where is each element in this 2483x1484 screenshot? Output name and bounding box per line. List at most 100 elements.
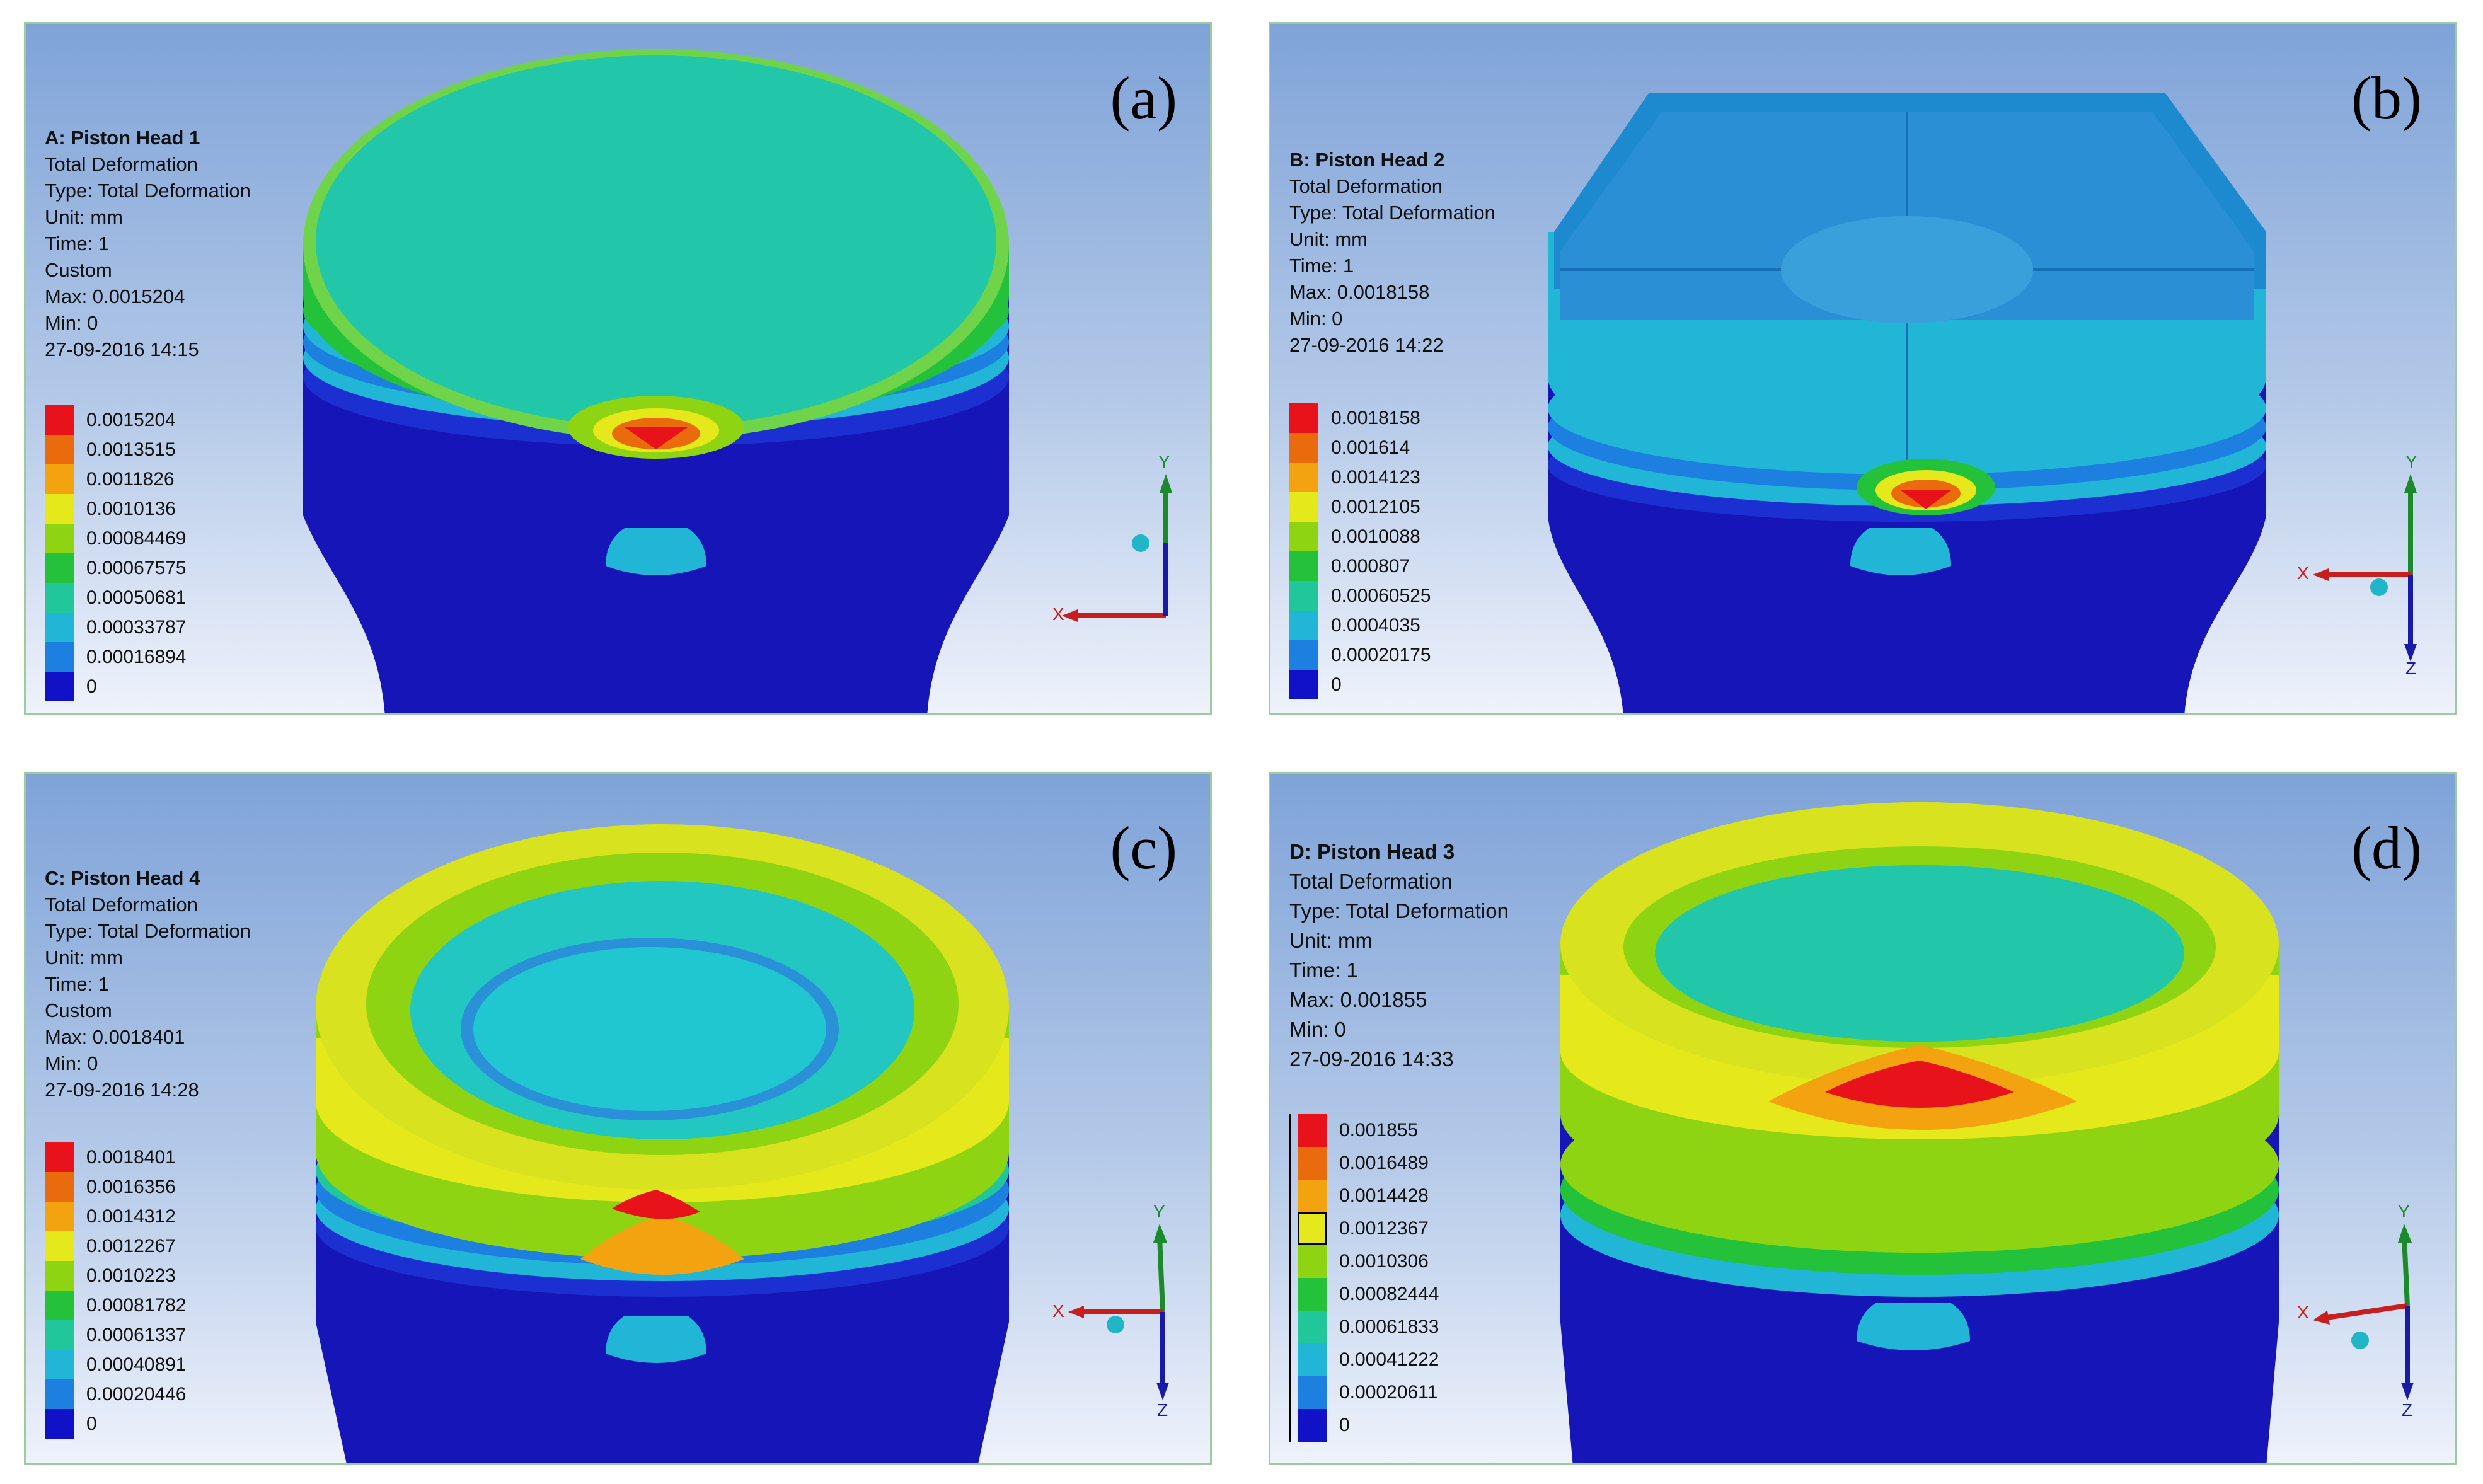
- legend-value: 0.00020611: [1339, 1382, 1438, 1403]
- legend-swatch: [1289, 522, 1318, 551]
- legend-value: 0.0012367: [1339, 1218, 1429, 1239]
- legend-swatch: [45, 435, 74, 464]
- info-line: Total Deformation: [1289, 175, 1443, 197]
- legend-swatch: [45, 1320, 74, 1350]
- result-info: A: Piston Head 1 Total Deformation Type:…: [45, 125, 251, 363]
- legend-value: 0: [86, 676, 97, 697]
- legend-value: 0.00082444: [1339, 1284, 1439, 1304]
- legend-value: 0.0015204: [86, 409, 176, 430]
- legend-swatch: [45, 1379, 74, 1409]
- legend-swatch: [45, 524, 74, 553]
- axis-triad[interactable]: Y X Z: [2297, 1199, 2436, 1425]
- legend-row: 0.00061337: [45, 1320, 187, 1350]
- axis-triad[interactable]: Y X Z: [2297, 449, 2436, 676]
- legend-row: 0.0004035: [1289, 611, 1431, 640]
- legend-row: 0.00061833: [1298, 1311, 1439, 1343]
- legend-row: 0.00016894: [45, 642, 187, 672]
- legend-row: 0.0011826: [45, 464, 187, 494]
- axis-triad[interactable]: Y X Z: [1052, 1199, 1191, 1425]
- color-legend: 0.001855 0.0016489 0.0014428 0.0012367 0…: [1289, 1114, 1439, 1442]
- legend-swatch: [1289, 551, 1318, 581]
- info-line: Unit: mm: [45, 206, 123, 228]
- y-axis-label: Y: [2405, 452, 2417, 471]
- legend-row: 0: [45, 1409, 187, 1439]
- legend-value: 0.00061833: [1339, 1316, 1439, 1337]
- y-axis-label: Y: [1153, 1202, 1165, 1221]
- legend-row: 0.00060525: [1289, 581, 1431, 611]
- piston-head-4-render: [316, 824, 1009, 1463]
- legend-row: 0.001855: [1298, 1114, 1439, 1147]
- legend-swatch: [45, 1142, 74, 1172]
- legend-swatch: [45, 1231, 74, 1261]
- legend-value: 0: [1339, 1415, 1350, 1435]
- x-axis-arrow: [2322, 1303, 2408, 1321]
- piston-head-1-render: [303, 49, 1009, 713]
- legend-value: 0.0018158: [1331, 407, 1420, 429]
- legend-value: 0.0016356: [86, 1176, 176, 1197]
- isometric-view-ball-icon: [2351, 1332, 2369, 1349]
- legend-row: 0.0010306: [1298, 1245, 1439, 1278]
- result-info: B: Piston Head 2 Total Deformation Type:…: [1289, 147, 1495, 359]
- legend-swatch: [45, 494, 74, 524]
- legend-row: 0.0016356: [45, 1172, 187, 1202]
- x-axis-label: X: [1052, 604, 1064, 624]
- panel-label: (b): [2351, 64, 2422, 132]
- y-axis-label: Y: [1158, 452, 1170, 471]
- legend-value: 0.0011826: [86, 468, 175, 490]
- info-line: Type: Total Deformation: [45, 920, 251, 942]
- piston-head-2-render: [1548, 93, 2266, 713]
- legend-value: 0.0013515: [86, 439, 176, 460]
- legend-swatch: [45, 672, 74, 701]
- info-line: Min: 0: [1289, 308, 1343, 330]
- legend-row: 0.00081782: [45, 1291, 187, 1320]
- legend-swatch: [45, 583, 74, 613]
- color-legend: 0.0015204 0.0013515 0.0011826 0.0010136 …: [45, 405, 187, 701]
- legend-row: 0.00041222: [1298, 1343, 1439, 1376]
- axis-triad[interactable]: Y X: [1052, 449, 1191, 676]
- legend-value: 0.00061337: [86, 1324, 187, 1345]
- info-line: 27-09-2016 14:15: [45, 338, 199, 360]
- legend-row: 0.00040891: [45, 1350, 187, 1379]
- legend-swatch: [1289, 640, 1318, 670]
- legend-value: 0.00050681: [86, 587, 187, 608]
- piston-head-3-render: [1560, 802, 2279, 1463]
- isometric-view-ball-icon: [2370, 578, 2388, 596]
- legend-row: 0.000807: [1289, 551, 1431, 581]
- panel-d: (d) D: Piston Head 3 Total Deformation T…: [1269, 772, 2457, 1465]
- result-info: D: Piston Head 3 Total Deformation Type:…: [1289, 837, 1509, 1074]
- x-axis-label: X: [1052, 1301, 1064, 1321]
- legend-value: 0: [1331, 674, 1342, 695]
- info-line: Max: 0.0015204: [45, 285, 185, 308]
- legend-swatch: [1298, 1147, 1327, 1180]
- color-legend: 0.0018158 0.001614 0.0014123 0.0012105 0…: [1289, 403, 1431, 699]
- legend-value: 0.0004035: [1331, 614, 1420, 636]
- x-axis-label: X: [2297, 1303, 2309, 1322]
- y-axis-label: Y: [2398, 1202, 2410, 1221]
- legend-row: 0.00020446: [45, 1379, 187, 1409]
- legend-row: 0.0010223: [45, 1261, 187, 1291]
- info-line: Time: 1: [1289, 958, 1358, 982]
- legend-swatch: [45, 1202, 74, 1231]
- legend-swatch: [1289, 581, 1318, 611]
- legend-row: 0.00020611: [1298, 1376, 1439, 1409]
- legend-row: 0.00082444: [1298, 1278, 1439, 1311]
- info-line: Unit: mm: [1289, 929, 1373, 952]
- info-line: Type: Total Deformation: [45, 180, 251, 202]
- legend-swatch: [45, 405, 74, 435]
- result-title: A: Piston Head 1: [45, 127, 200, 149]
- result-title: D: Piston Head 3: [1289, 840, 1455, 863]
- legend-swatch: [1289, 492, 1318, 522]
- panel-c: (c) C: Piston Head 4 Total Deformation T…: [24, 772, 1212, 1465]
- legend-row: 0.0016489: [1298, 1147, 1439, 1180]
- info-line: 27-09-2016 14:28: [45, 1079, 199, 1101]
- legend-row: 0.0015204: [45, 405, 187, 435]
- legend-value: 0.00016894: [86, 646, 187, 667]
- legend-row: 0.00033787: [45, 613, 187, 642]
- legend-row: 0.0014312: [45, 1202, 187, 1231]
- legend-swatch: [1298, 1278, 1327, 1311]
- isometric-view-ball-icon: [1132, 534, 1149, 552]
- legend-value: 0.0014312: [86, 1205, 176, 1227]
- result-title: B: Piston Head 2: [1289, 149, 1445, 171]
- legend-swatch: [1289, 670, 1318, 699]
- legend-value: 0.00033787: [86, 616, 187, 638]
